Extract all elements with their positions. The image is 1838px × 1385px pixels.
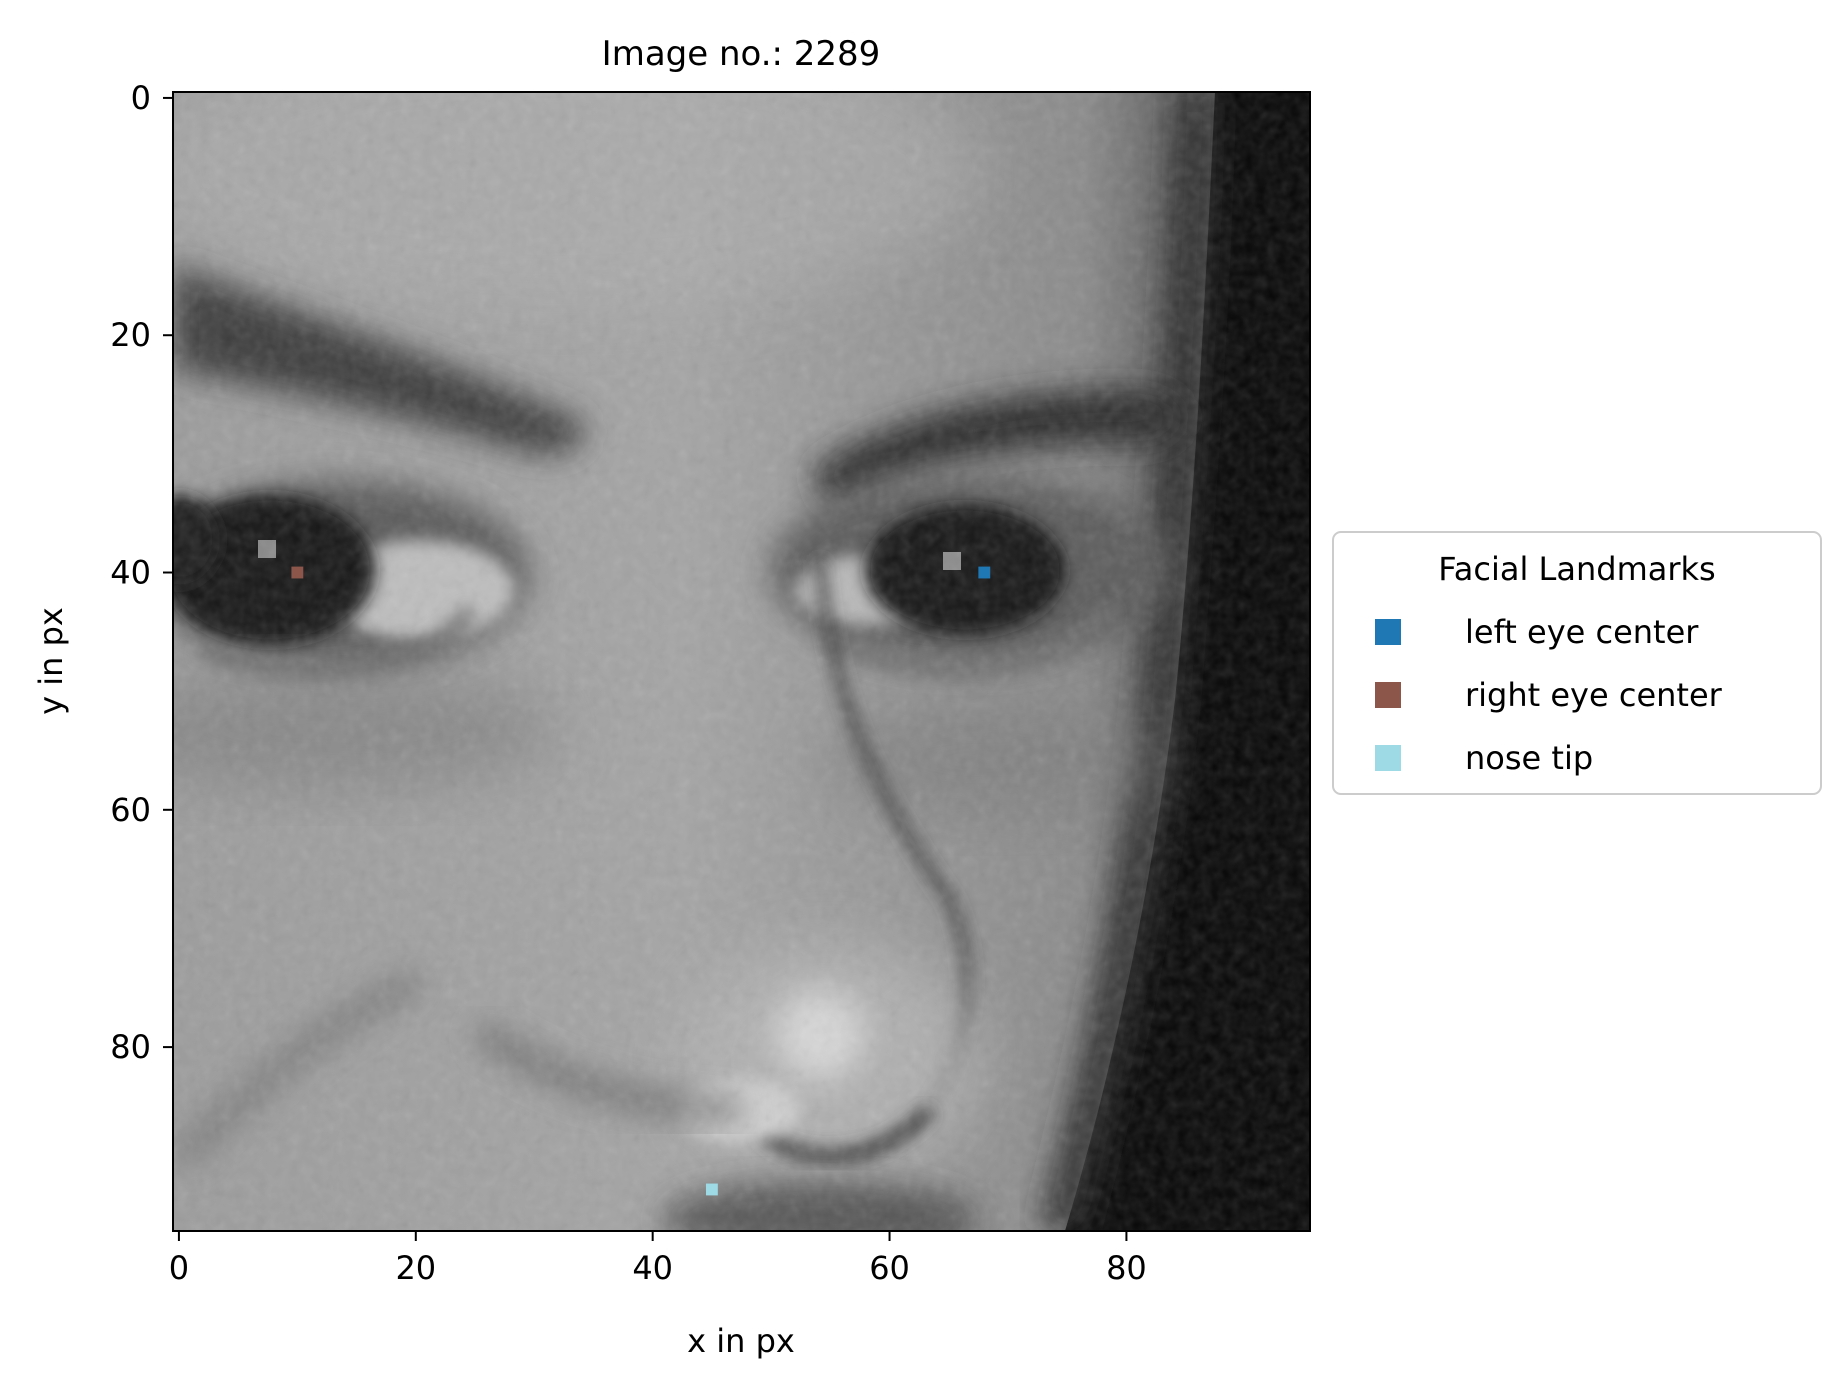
y-tick-label: 80 xyxy=(110,1028,151,1066)
legend-swatch-nose-tip xyxy=(1375,745,1401,771)
legend-label-left-eye-center: left eye center xyxy=(1465,613,1699,651)
x-tick-label: 80 xyxy=(1106,1249,1147,1287)
landmark-markers xyxy=(291,566,991,1196)
legend-box xyxy=(1332,531,1822,795)
y-tick-label: 20 xyxy=(110,316,151,354)
legend-swatch-right-eye-center xyxy=(1375,682,1401,708)
face-image xyxy=(173,92,1310,1231)
legend-label-nose-tip: nose tip xyxy=(1465,739,1593,777)
x-tick-label: 0 xyxy=(169,1249,189,1287)
y-tick-label: 60 xyxy=(110,791,151,829)
marker-left-eye-center xyxy=(978,566,991,579)
x-axis-label: x in px xyxy=(687,1322,795,1360)
marker-right-eye-center xyxy=(291,566,304,579)
legend-title: Facial Landmarks xyxy=(1438,550,1715,588)
y-axis-label: y in px xyxy=(32,607,70,715)
marker-nose-tip xyxy=(705,1183,718,1196)
legend-label-right-eye-center: right eye center xyxy=(1465,676,1723,714)
legend: Facial Landmarks left eye center right ey… xyxy=(1332,531,1822,795)
x-tick-label: 40 xyxy=(632,1249,673,1287)
y-tick-label: 40 xyxy=(110,554,151,592)
x-tick-label: 60 xyxy=(869,1249,910,1287)
y-tick-label: 0 xyxy=(131,79,151,117)
x-axis-ticks: 0 20 40 60 80 xyxy=(169,1231,1147,1287)
axes-frame xyxy=(172,91,1311,1232)
x-tick-label: 20 xyxy=(395,1249,436,1287)
chart-title: Image no.: 2289 xyxy=(602,34,881,74)
y-axis-ticks: 0 20 40 60 80 xyxy=(110,79,173,1066)
legend-swatch-left-eye-center xyxy=(1375,619,1401,645)
